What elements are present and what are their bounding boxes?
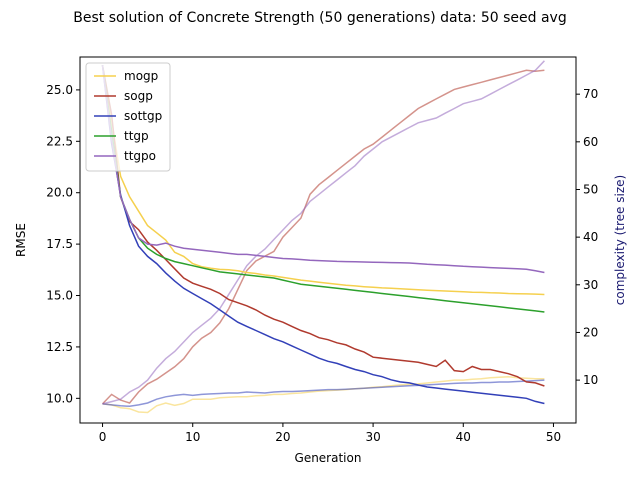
y-right-tick-label: 40 <box>583 230 598 244</box>
legend-label-mogp: mogp <box>124 69 158 83</box>
y-right-tick-label: 50 <box>583 182 598 196</box>
y-tick-label: 15.0 <box>46 289 73 303</box>
y-right-tick-label: 20 <box>583 325 598 339</box>
y-right-tick-label: 10 <box>583 373 598 387</box>
series-complexity-mogp <box>102 376 545 414</box>
y-right-tick-label: 70 <box>583 87 598 101</box>
y-axis-right-label: complexity (tree size) <box>613 175 627 305</box>
x-tick-label: 30 <box>365 430 380 444</box>
y-tick-label: 22.5 <box>46 134 73 148</box>
series-rmse-sogp <box>101 65 545 387</box>
y-axis-label: RMSE <box>14 223 28 257</box>
y-right-tick-label: 60 <box>583 135 598 149</box>
y-tick-label: 20.0 <box>46 186 73 200</box>
legend: mogp sogp sottgp ttgp ttgpo <box>85 62 171 172</box>
x-tick-label: 40 <box>456 430 471 444</box>
y-tick-label: 17.5 <box>46 237 73 251</box>
x-tick-label: 10 <box>185 430 200 444</box>
legend-label-sogp: sogp <box>124 89 153 103</box>
series-rmse-mogp <box>101 65 545 296</box>
legend-label-ttgp: ttgp <box>124 129 149 143</box>
plot-frame <box>79 56 577 424</box>
legend-label-sottgp: sottgp <box>124 109 162 123</box>
x-tick-label: 50 <box>546 430 561 444</box>
legend-box <box>85 62 171 172</box>
axes: 0 10 20 30 40 50 10.0 12.5 15.0 17.5 20.0 22.5 25.0 1… <box>46 83 598 444</box>
x-tick-label: 20 <box>275 430 290 444</box>
series-rmse-sottgp <box>101 65 545 405</box>
y-tick-label: 12.5 <box>46 340 73 354</box>
legend-label-ttgpo: ttgpo <box>124 149 156 163</box>
plot-area <box>101 60 545 414</box>
chart-title: Best solution of Concrete Strength (50 g… <box>73 10 566 26</box>
series-complexity-ttgpo <box>102 60 545 405</box>
series-rmse-ttgpo <box>101 65 545 274</box>
series-complexity-sogp <box>101 69 545 405</box>
series-complexity-sottgp <box>102 379 545 408</box>
y-right-tick-label: 30 <box>583 278 598 292</box>
y-tick-label: 25.0 <box>46 83 73 97</box>
x-axis-label: Generation <box>295 451 362 465</box>
y-tick-label: 10.0 <box>46 391 73 405</box>
x-tick-label: 0 <box>99 430 107 444</box>
series-rmse-ttgp <box>101 65 545 313</box>
